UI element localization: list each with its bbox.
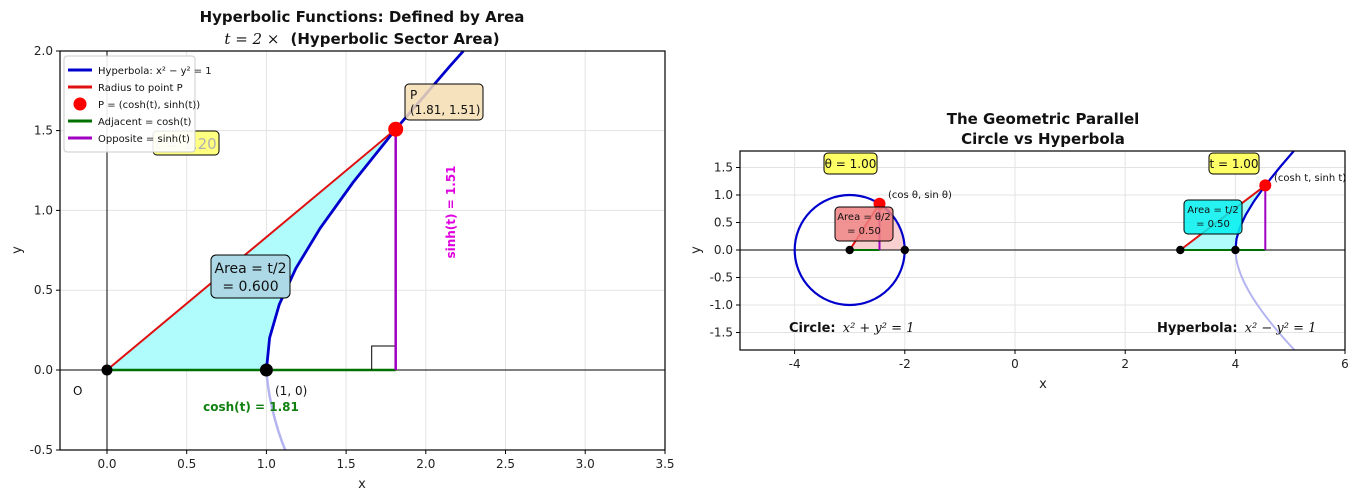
point-p-coords: (1.81, 1.51) bbox=[410, 103, 480, 117]
theta-value-box bbox=[823, 152, 878, 175]
left-ytick: 2.0 bbox=[34, 44, 53, 58]
right-y-ticks bbox=[736, 167, 740, 333]
sinh-label: sinh(t) = 1.51 bbox=[444, 165, 458, 258]
left-xtick: 1.5 bbox=[337, 457, 356, 471]
right-y-axis-label: y bbox=[689, 246, 704, 254]
area-label-line2: = 0.600 bbox=[222, 279, 278, 295]
hyperbola-area-line2: = 0.50 bbox=[1196, 219, 1230, 230]
right-hyperbola-lower-branch bbox=[1234, 249, 1296, 351]
right-xtick: -2 bbox=[899, 357, 911, 371]
circle-center-point bbox=[845, 245, 854, 255]
origin-label: O bbox=[73, 384, 82, 398]
vertex-point bbox=[259, 363, 273, 377]
right-chart: The Geometric Parallel Circle vs Hyperbo… bbox=[689, 110, 1349, 392]
left-plot-frame bbox=[59, 50, 666, 451]
right-xtick: -4 bbox=[789, 357, 801, 371]
circle-point-label: (cos θ, sin θ) bbox=[888, 190, 952, 201]
right-xtick: 0 bbox=[1011, 357, 1019, 371]
radius-line bbox=[106, 128, 397, 371]
point-p bbox=[388, 121, 404, 137]
hyperbola-area-line1: Area = t/2 bbox=[1187, 205, 1238, 216]
point-p-label: P bbox=[410, 88, 417, 102]
point-p-label-box bbox=[404, 83, 484, 121]
right-xtick: 4 bbox=[1232, 357, 1240, 371]
right-xtick: 2 bbox=[1121, 357, 1129, 371]
right-ytick: 1.0 bbox=[714, 188, 733, 202]
theta-value-label: θ = 1.00 bbox=[825, 157, 877, 171]
left-xtick: 2.5 bbox=[496, 457, 515, 471]
left-y-axis-label: y bbox=[10, 246, 25, 254]
legend-radius: Radius to point P bbox=[98, 83, 183, 94]
legend-point: P = (cosh(t), sinh(t)) bbox=[98, 100, 200, 111]
left-ytick: 0.5 bbox=[34, 283, 53, 297]
left-xtick: 1.0 bbox=[257, 457, 276, 471]
hyperbola-vertex-point bbox=[1231, 245, 1240, 255]
right-xtick: 6 bbox=[1341, 357, 1349, 371]
right-chart-subtitle: Circle vs Hyperbola bbox=[961, 130, 1125, 148]
area-label-box bbox=[210, 254, 291, 299]
legend-adjacent: Adjacent = cosh(t) bbox=[98, 117, 192, 128]
circle-edge-point bbox=[900, 245, 909, 255]
left-xtick: 3.0 bbox=[576, 457, 595, 471]
cosh-label: cosh(t) = 1.81 bbox=[203, 400, 299, 414]
left-x-axis-label: x bbox=[358, 477, 366, 492]
right-x-axis-label: x bbox=[1039, 377, 1047, 392]
circle-area-line1: Area = θ/2 bbox=[837, 212, 891, 223]
left-chart-title: Hyperbolic Functions: Defined by Area bbox=[200, 8, 525, 26]
hyperbola-center-point bbox=[1176, 245, 1185, 255]
hyperbola-area-box bbox=[1183, 199, 1243, 235]
left-xtick: 0.0 bbox=[97, 457, 116, 471]
hyperbola-lower-branch bbox=[265, 369, 287, 451]
right-ytick: 1.5 bbox=[714, 161, 733, 175]
legend-opposite: Opposite = sinh(t) bbox=[98, 134, 190, 145]
circle-area-line2: = 0.50 bbox=[847, 226, 881, 237]
t-value-label-right: t = 1.00 bbox=[1209, 157, 1258, 171]
origin-point bbox=[101, 364, 113, 376]
legend-hyperbola: Hyperbola: x² − y² = 1 bbox=[98, 66, 212, 77]
circle-area-box bbox=[834, 206, 894, 242]
right-ytick: -1.0 bbox=[710, 298, 733, 312]
right-x-ticks bbox=[794, 350, 1346, 354]
left-ytick: 0.0 bbox=[34, 363, 53, 377]
right-ytick: 0.0 bbox=[714, 243, 733, 257]
legend-point-swatch bbox=[73, 97, 87, 111]
left-xtick: 3.5 bbox=[655, 457, 674, 471]
left-chart: Hyperbolic Functions: Defined by Area t … bbox=[10, 8, 675, 492]
right-ytick: -1.5 bbox=[710, 326, 733, 340]
hyperbola-point bbox=[1259, 179, 1272, 192]
circle-equation: Circle: x² + y² = 1 bbox=[789, 321, 914, 336]
right-ytick: 0.5 bbox=[714, 216, 733, 230]
hyperbola-point-label: (cosh t, sinh t) bbox=[1274, 173, 1346, 184]
left-legend: Hyperbola: x² − y² = 1 Radius to point P… bbox=[63, 55, 212, 153]
vertex-label: (1, 0) bbox=[275, 384, 307, 398]
t-value-box-right bbox=[1208, 152, 1260, 175]
right-hyperbola-upper-branch bbox=[1234, 150, 1295, 251]
hyperbola-equation: Hyperbola: x² − y² = 1 bbox=[1157, 321, 1316, 336]
left-chart-subtitle: t = 2 × (Hyperbolic Sector Area) bbox=[224, 29, 499, 48]
area-label-line1: Area = t/2 bbox=[215, 261, 287, 277]
left-y-ticks bbox=[56, 50, 60, 451]
left-xtick: 0.5 bbox=[177, 457, 196, 471]
left-x-ticks bbox=[106, 450, 666, 454]
left-xtick: 2.0 bbox=[416, 457, 435, 471]
right-angle-marker bbox=[371, 345, 396, 370]
left-ytick: -0.5 bbox=[30, 443, 53, 457]
right-chart-title: The Geometric Parallel bbox=[947, 110, 1140, 128]
right-ytick: -0.5 bbox=[710, 271, 733, 285]
left-ytick: 1.0 bbox=[34, 203, 53, 217]
left-ytick: 1.5 bbox=[34, 124, 53, 138]
